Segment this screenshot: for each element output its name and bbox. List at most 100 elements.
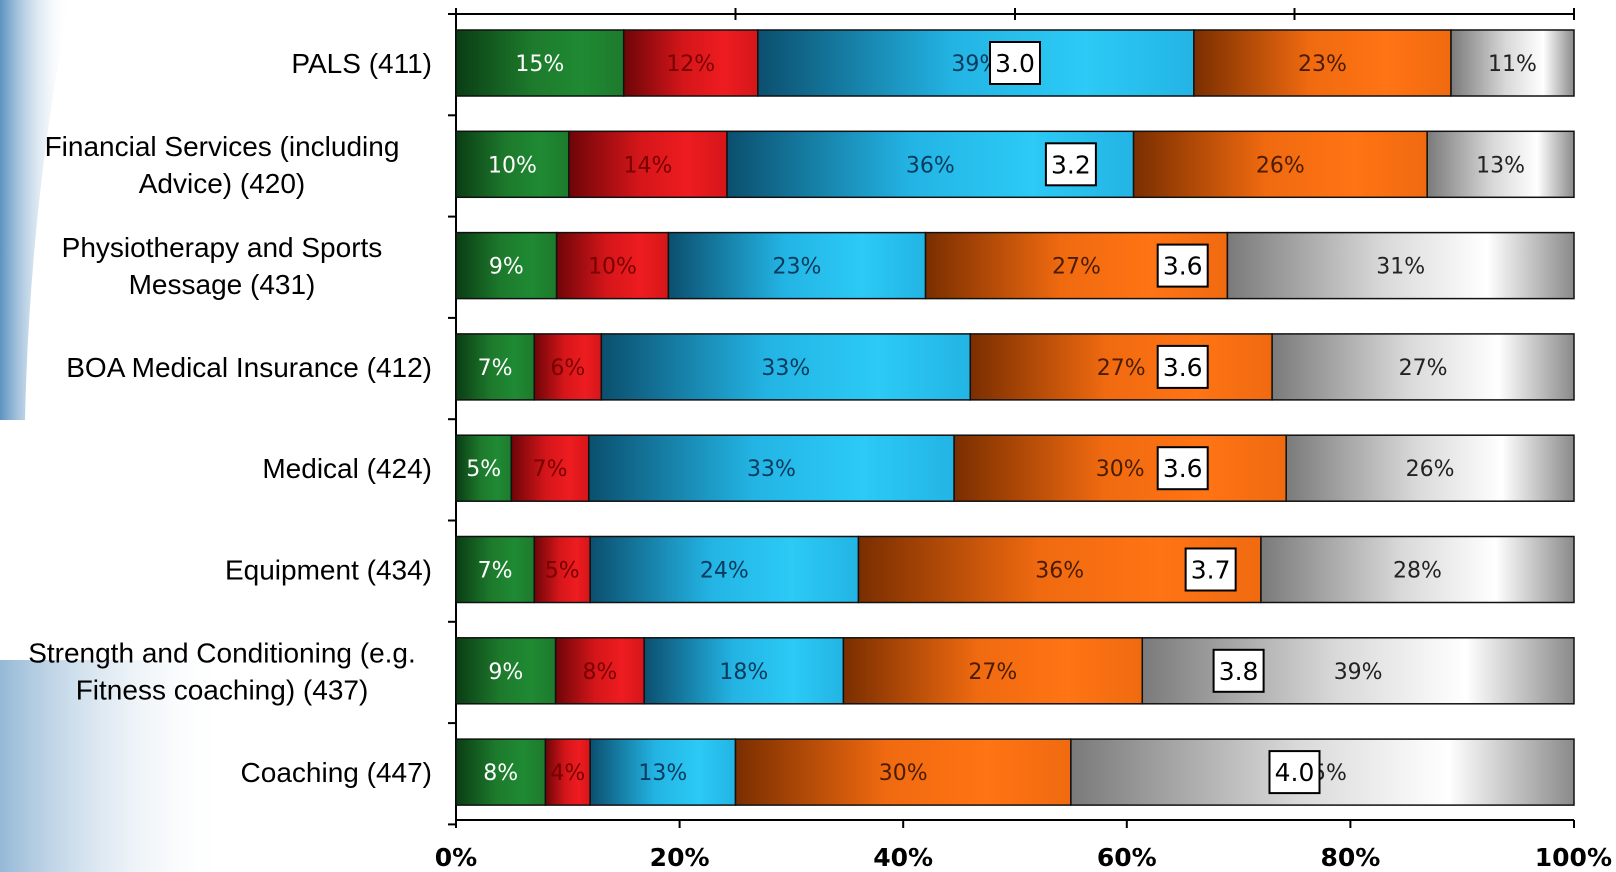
mean-score-label: 3.2 [1051, 150, 1091, 179]
category-label-text: Coaching (447) [241, 757, 432, 788]
bar-segment [600, 333, 972, 401]
category-label-text: Message (431) [129, 269, 316, 300]
segment-data-label: 12% [666, 52, 715, 77]
category-label: BOA Medical Insurance (412) [66, 352, 432, 383]
segment-data-label: 7% [533, 457, 568, 482]
segment-data-label: 26% [1256, 153, 1305, 178]
bar-row: 10% 14% 36% 26% 13% 3.2 [455, 130, 1575, 199]
bar-segment [589, 738, 737, 806]
segment-data-label: 13% [1476, 153, 1525, 178]
mean-score-box [989, 41, 1041, 85]
x-tick-label: 40% [873, 843, 933, 872]
category-label: PALS (411) [291, 48, 432, 79]
segment-data-label: 5% [545, 559, 580, 584]
category-label-text: PALS (411) [291, 48, 432, 79]
mean-score-box [1044, 142, 1097, 187]
bar-segment [588, 434, 955, 502]
bar-segment [667, 231, 927, 300]
bar-segment [1271, 333, 1575, 401]
mean-score-label: 3.0 [995, 49, 1035, 78]
bar-segment [544, 738, 591, 806]
segment-data-label: 15% [515, 52, 564, 77]
category-label: Coaching (447) [241, 757, 432, 788]
bar-segment [1285, 434, 1575, 502]
category-label: Financial Services (including Advice) (42… [45, 131, 400, 199]
bar-segment [555, 231, 670, 300]
mean-score-label: 3.6 [1163, 252, 1203, 281]
segment-data-label: 9% [489, 255, 524, 280]
mean-score-box [1156, 344, 1209, 389]
bar-segment [568, 130, 728, 199]
mean-score-box [1156, 243, 1209, 288]
bottom-left-decoration [0, 660, 230, 872]
segment-data-label: 27% [1052, 255, 1101, 280]
segment-data-label: 28% [1393, 559, 1442, 584]
bar-row: 8% 4% 13% 30% 45%4.0 [455, 738, 1575, 806]
mean-score-label: 3.6 [1163, 353, 1203, 382]
chart-bars: 15% 12% 39% 23% 11% 3.0 10% 14% 36% 26% 13% 3.2 9% 10… [455, 29, 1575, 806]
bar-segment [533, 333, 603, 401]
segment-data-label: 6% [550, 356, 585, 381]
x-tick-label: 80% [1320, 843, 1380, 872]
bar-row: 9% 10% 23% 27% 31% 3.6 [455, 231, 1575, 300]
bar-row: 5% 7% 33% 30% 26% 3.6 [455, 434, 1575, 502]
bar-segment [533, 535, 591, 604]
segment-data-label: 5% [466, 457, 501, 482]
segment-data-label: 4% [550, 761, 585, 786]
bar-segment [455, 535, 536, 604]
segment-data-label: 27% [1097, 356, 1146, 381]
mean-score-box [1268, 750, 1321, 795]
segment-data-label: 39% [1334, 660, 1383, 685]
bar-row: 9% 8% 18% 27% 39% 3.8 [455, 637, 1575, 705]
segment-data-label: 14% [624, 153, 673, 178]
bar-segment [554, 637, 645, 705]
mean-score-label: 4.0 [1275, 758, 1315, 787]
bar-segment [953, 434, 1287, 502]
segment-data-label: 8% [582, 660, 617, 685]
bar-segment [455, 29, 625, 97]
category-label-text: Advice) (420) [139, 168, 306, 199]
mean-score-label: 3.8 [1219, 657, 1259, 686]
category-label-text: Physiotherapy and Sports [62, 232, 383, 263]
category-label-text: Strength and Conditioning (e.g. [28, 637, 416, 668]
mean-score-label: 3.6 [1163, 454, 1203, 483]
mean-score-box [1184, 547, 1237, 592]
bar-segment [1132, 130, 1428, 199]
x-tick-label: 0% [435, 843, 477, 872]
segment-data-label: 36% [1035, 559, 1084, 584]
bar-segment [455, 637, 557, 705]
slide-background-decoration [0, 0, 230, 872]
bar-segment [1426, 130, 1575, 199]
bar-segment [643, 637, 845, 705]
segment-data-label: 10% [588, 255, 637, 280]
category-label: Physiotherapy and Sports Message (431) [62, 232, 383, 300]
bar-segment [1070, 738, 1575, 806]
segment-data-label: 33% [747, 457, 796, 482]
bar-row: 7% 6% 33% 27% 27% 3.6 [455, 333, 1575, 401]
bar-segment [842, 637, 1144, 705]
x-tick-label: 100% [1535, 843, 1612, 872]
segment-data-label: 24% [700, 559, 749, 584]
category-label-text: Medical (424) [262, 453, 432, 484]
x-tick-label: 60% [1097, 843, 1157, 872]
bar-segment [455, 434, 513, 502]
category-labels: PALS (411) Financial Services (including A… [28, 48, 432, 788]
segment-data-label: 18% [719, 660, 768, 685]
bar-segment [1260, 535, 1575, 604]
bar-segment [455, 333, 536, 401]
mean-score-label: 3.7 [1191, 556, 1231, 585]
segment-data-label: 27% [968, 660, 1017, 685]
mean-score-box [1212, 648, 1265, 693]
segment-data-label: 10% [488, 153, 537, 178]
bar-segment [1450, 29, 1575, 97]
segment-data-label: 30% [1096, 457, 1145, 482]
segment-data-label: 33% [761, 356, 810, 381]
segment-data-label: 7% [478, 356, 513, 381]
segment-data-label: 13% [638, 761, 687, 786]
category-label: Medical (424) [262, 453, 432, 484]
bar-segment [1226, 231, 1575, 300]
segment-data-label: 31% [1376, 255, 1425, 280]
segment-data-label: 9% [488, 660, 523, 685]
category-label-text: Financial Services (including [45, 131, 400, 162]
